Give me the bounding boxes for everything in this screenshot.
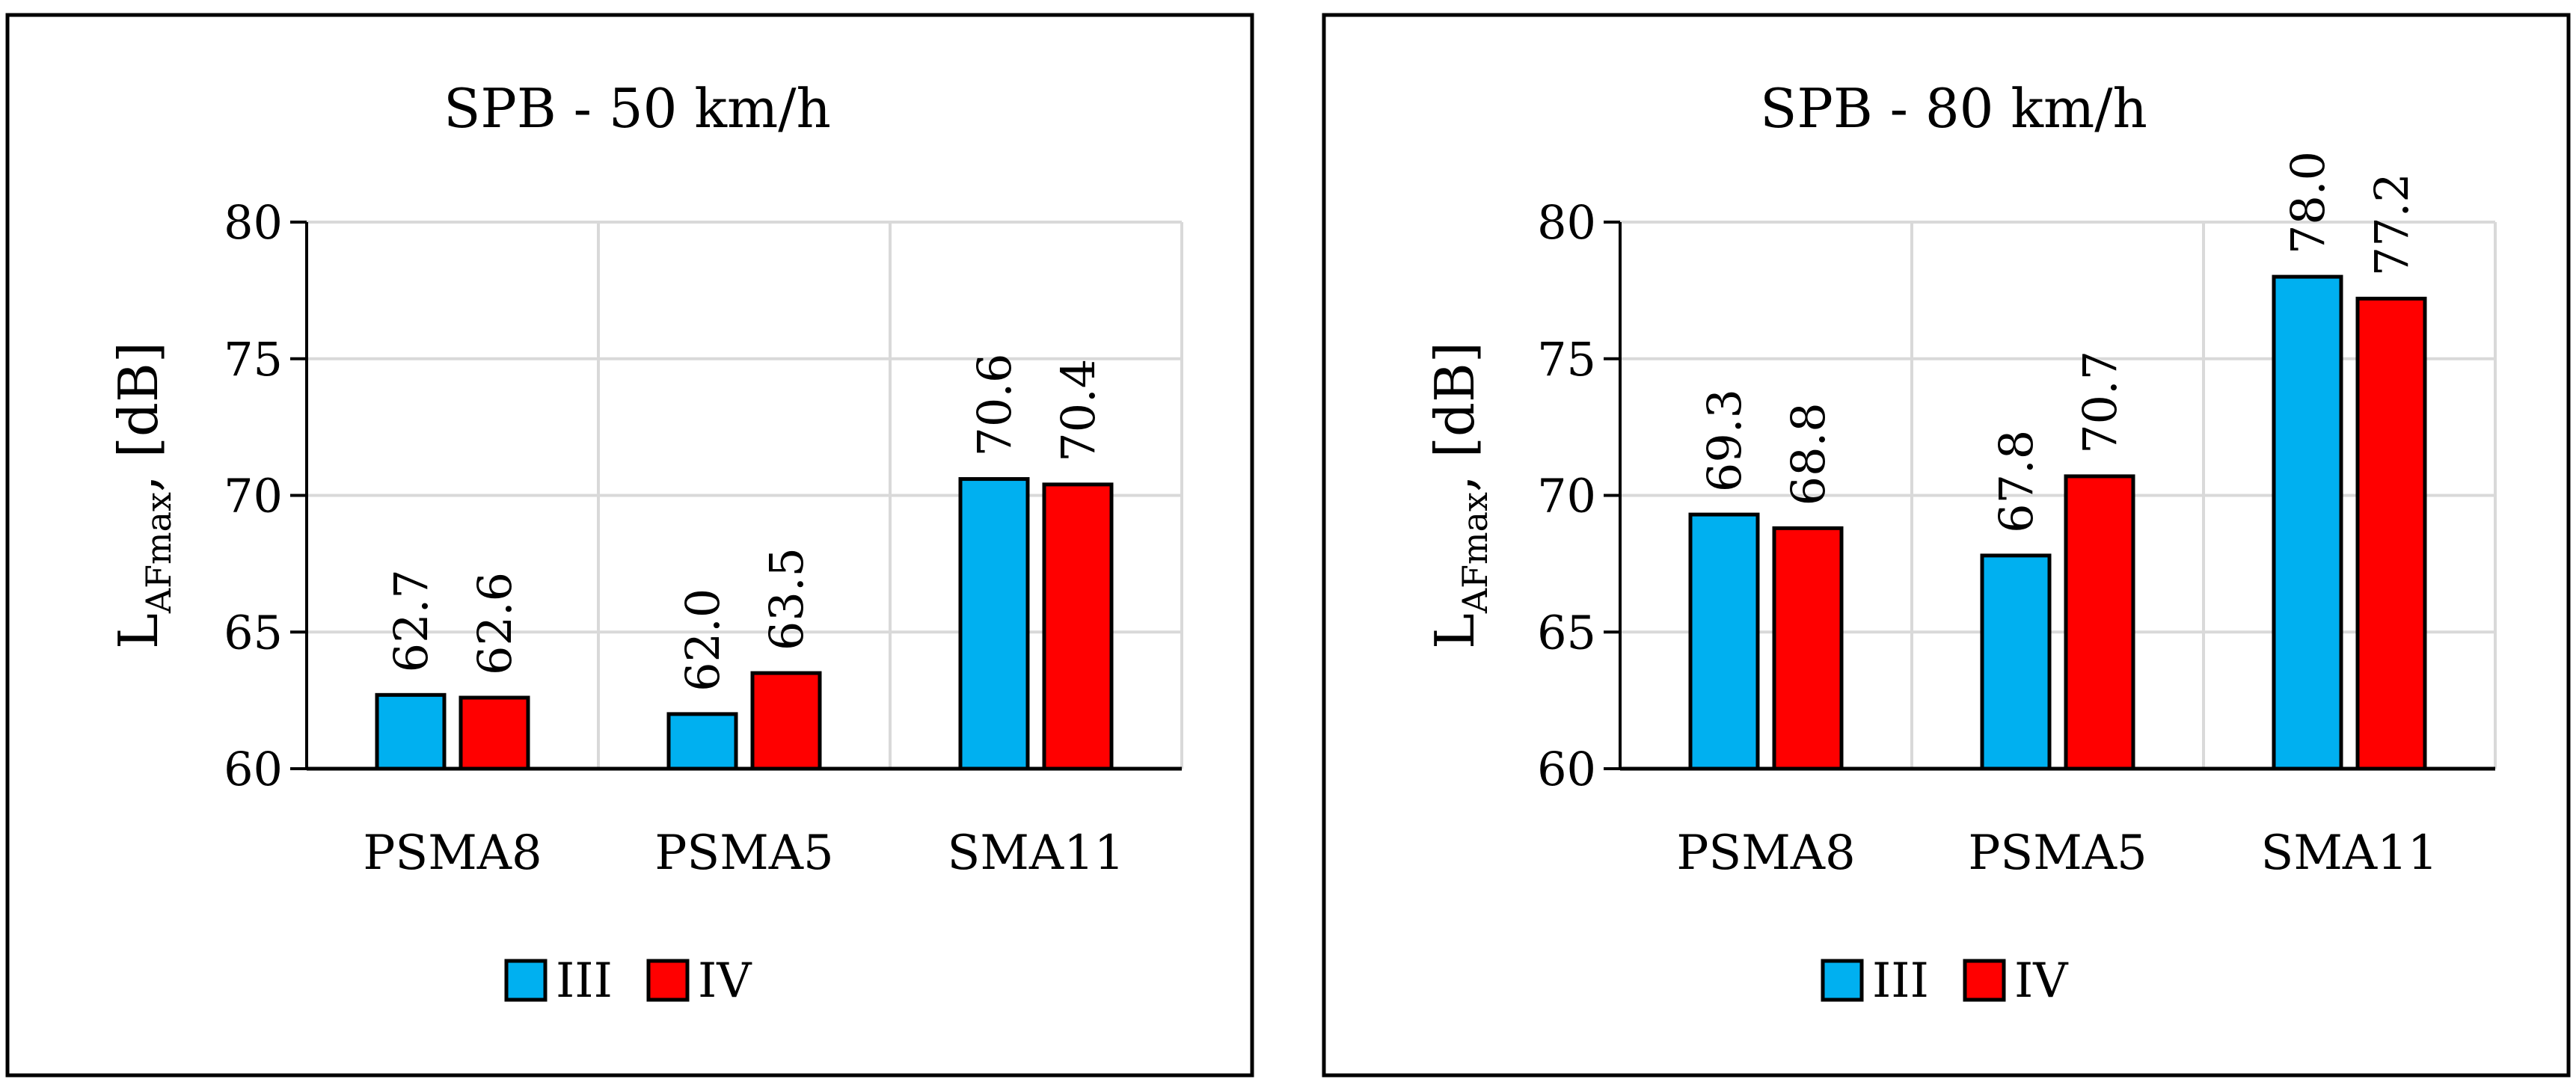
bar-iv xyxy=(2064,474,2135,771)
y-axis-label-subscript: AFmax xyxy=(138,492,179,614)
y-tick-label: 80 xyxy=(1537,195,1596,250)
bar-iii xyxy=(2272,274,2343,771)
bar-iii xyxy=(375,692,447,771)
category-label: SMA11 xyxy=(947,826,1124,881)
bar-iv xyxy=(459,695,530,771)
chart-panel-1: SPB - 50 km/h 60 65 70 75 80 LAFmax, [dB] 62.7 6… xyxy=(5,13,1254,1078)
y-axis-label-main: L xyxy=(1423,613,1486,649)
data-label: 62.6 xyxy=(467,572,522,675)
data-label: 70.7 xyxy=(2073,351,2127,454)
data-label: 70.6 xyxy=(967,354,1022,457)
data-label: 67.8 xyxy=(1989,430,2043,533)
y-axis-label-unit: , [dB] xyxy=(1423,342,1486,492)
legend-label-iv: IV xyxy=(698,953,752,1009)
legend-swatch-iii xyxy=(504,959,548,1002)
chart-panel-2: SPB - 80 km/h 60 65 70 75 80 LAFmax, [dB] 69.3 6… xyxy=(1322,13,2571,1078)
y-axis-label: LAFmax, [dB] xyxy=(107,342,179,649)
data-label: 68.8 xyxy=(1781,402,1836,505)
category-label: SMA11 xyxy=(2260,826,2438,881)
bar-iv xyxy=(2355,296,2427,771)
y-tick-label: 60 xyxy=(224,742,283,796)
data-label: 78.0 xyxy=(2281,151,2335,254)
bar-iii xyxy=(958,477,1030,771)
category-label: PSMA8 xyxy=(363,826,542,881)
data-label: 62.7 xyxy=(384,569,438,672)
category-label: PSMA5 xyxy=(654,826,833,881)
data-label: 69.3 xyxy=(1697,389,1752,492)
data-label: 70.4 xyxy=(1051,359,1105,462)
legend-swatch-iv xyxy=(646,959,690,1002)
bar-iii xyxy=(1688,512,1760,771)
bar-iv xyxy=(750,671,822,771)
category-label: PSMA8 xyxy=(1676,826,1855,881)
y-tick-label: 75 xyxy=(224,332,283,387)
y-tick-label: 80 xyxy=(224,195,283,250)
legend-swatch-iv xyxy=(1963,959,2006,1002)
legend-label-iv: IV xyxy=(2014,953,2069,1009)
bar-iii xyxy=(1980,553,2052,771)
y-tick-label: 70 xyxy=(1537,469,1596,523)
data-label: 63.5 xyxy=(759,547,814,651)
y-tick-label: 70 xyxy=(224,469,283,523)
y-tick-label: 75 xyxy=(1537,332,1596,387)
bar-iv xyxy=(1772,526,1844,771)
y-axis-label-main: L xyxy=(107,613,170,649)
category-label: PSMA5 xyxy=(1968,826,2147,881)
y-axis-label-unit: , [dB] xyxy=(107,342,170,492)
chart-title: SPB - 80 km/h xyxy=(1760,77,2147,140)
y-axis-label: LAFmax, [dB] xyxy=(1423,342,1495,649)
legend-swatch-iii xyxy=(1821,959,1864,1002)
legend-label-iii: III xyxy=(1872,953,1929,1009)
y-axis-label-subscript: AFmax xyxy=(1455,492,1495,614)
data-label: 77.2 xyxy=(2364,173,2419,276)
y-tick-label: 65 xyxy=(224,605,283,660)
legend-label-iii: III xyxy=(556,953,613,1009)
data-label: 62.0 xyxy=(675,588,730,692)
y-tick-label: 60 xyxy=(1537,742,1596,796)
bar-iv xyxy=(1042,482,1114,771)
y-tick-label: 65 xyxy=(1537,605,1596,660)
chart-title: SPB - 50 km/h xyxy=(444,77,831,140)
bar-iii xyxy=(666,712,738,771)
